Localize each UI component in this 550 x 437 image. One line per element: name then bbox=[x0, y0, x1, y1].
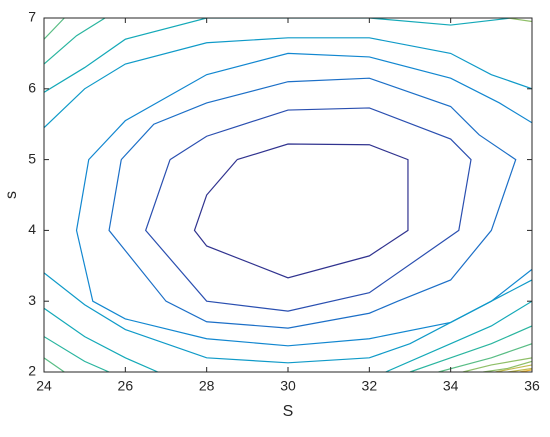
contour-line bbox=[44, 18, 532, 372]
contour-area bbox=[44, 18, 532, 372]
x-tick-label: 36 bbox=[524, 378, 540, 394]
x-tick-label: 24 bbox=[36, 378, 52, 394]
contour-line bbox=[495, 364, 532, 372]
contour-line bbox=[462, 18, 532, 372]
x-tick-label: 30 bbox=[280, 378, 296, 394]
axes-box bbox=[43, 17, 533, 373]
x-tick-label: 34 bbox=[443, 378, 459, 394]
contour-line bbox=[44, 18, 532, 372]
y-tick-label: 2 bbox=[28, 363, 36, 379]
y-tick-label: 7 bbox=[28, 9, 36, 25]
x-tick-label: 28 bbox=[199, 378, 215, 394]
contour-line bbox=[108, 77, 517, 329]
contour-line bbox=[75, 52, 532, 347]
contour-line bbox=[44, 18, 532, 372]
x-tick-label: 32 bbox=[362, 378, 378, 394]
y-axis-label: s bbox=[3, 191, 20, 199]
y-tick-label: 6 bbox=[28, 80, 36, 96]
contour-line bbox=[44, 37, 532, 364]
y-tick-label: 3 bbox=[28, 292, 36, 308]
contour-line bbox=[193, 143, 409, 279]
y-tick-label: 4 bbox=[28, 221, 36, 237]
x-tick-label: 26 bbox=[118, 378, 134, 394]
x-axis-label: S bbox=[283, 403, 294, 420]
contour-line bbox=[144, 107, 472, 312]
y-tick-label: 5 bbox=[28, 150, 36, 166]
